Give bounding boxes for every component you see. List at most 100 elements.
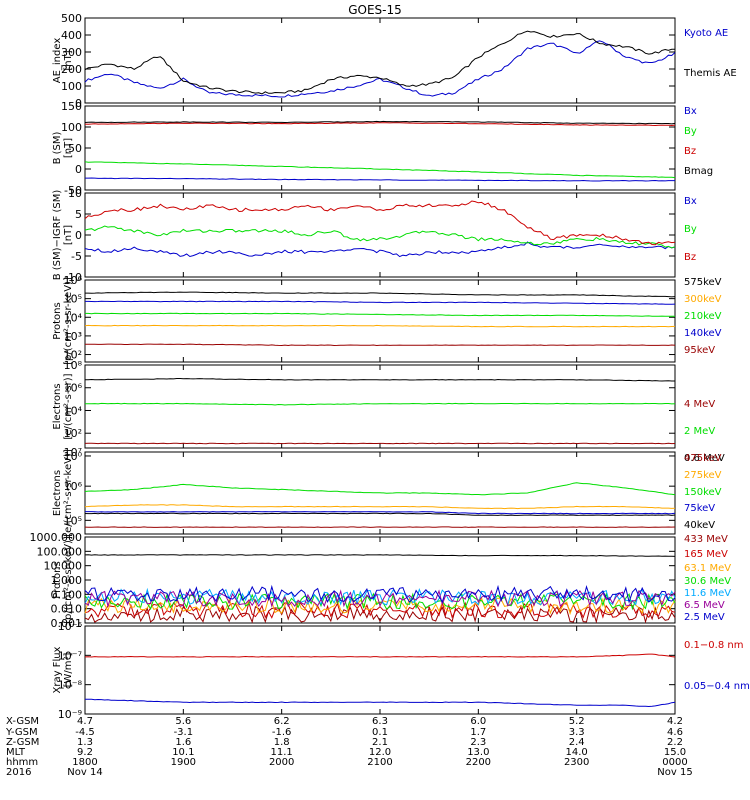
y-tick-label: 150 (61, 100, 82, 113)
y-axis-label: [nT] (63, 50, 74, 70)
series-line (84, 587, 676, 607)
x-axis-cell: 13.0 (467, 747, 489, 758)
y-tick-label: 10⁵ (64, 514, 82, 527)
x-axis-cell: 2100 (367, 757, 392, 768)
x-axis-cell: 1900 (171, 757, 196, 768)
panel-frame (84, 17, 676, 104)
y-tick-label: 10⁻⁹ (58, 708, 82, 721)
series-line (85, 511, 676, 515)
chart-title: GOES-15 (348, 3, 402, 17)
legend-label: Bmag (684, 166, 713, 177)
y-tick-label: 0.100 (51, 588, 83, 601)
x-axis-row-label: Z-GSM (6, 737, 39, 748)
y-tick-label: 50 (68, 142, 82, 155)
series-line (84, 526, 676, 528)
x-axis-cell: 15.0 (664, 747, 686, 758)
y-tick-label: 10⁶ (64, 382, 83, 395)
y-tick-label: 1.000 (51, 574, 83, 587)
y-axis-label: B (SM) (52, 131, 63, 164)
panel-frame (84, 105, 676, 191)
y-tick-label: 100.000 (37, 545, 83, 558)
legend-label: Bz (684, 146, 696, 157)
y-axis-label: [e/(cm²-s-sr-keV)] (63, 449, 74, 537)
series-line (84, 225, 676, 249)
y-tick-label: -50 (64, 184, 82, 197)
legend-label: 4 MeV (684, 399, 715, 410)
y-tick-label: -10 (64, 271, 82, 284)
x-axis-cell: 1.8 (274, 737, 290, 748)
y-axis-label: Protons (52, 561, 63, 598)
legend-label: 575keV (684, 277, 722, 288)
y-tick-label: 10⁶ (64, 480, 83, 493)
series-line (84, 40, 676, 98)
y-tick-label: 10 (68, 187, 82, 200)
series-line (85, 177, 675, 182)
legend-label: 6.5 MeV (684, 600, 725, 611)
legend-label: Bz (684, 252, 696, 263)
series-line (84, 512, 676, 516)
series-line (84, 122, 676, 127)
y-tick-label: 10⁶ (64, 274, 83, 287)
series-line (84, 589, 676, 608)
series-line (84, 241, 676, 258)
legend-label: 0.6 MeV (684, 453, 725, 464)
legend-label: 95keV (684, 345, 715, 356)
y-tick-label: 300 (61, 46, 82, 59)
legend-label: 30.6 MeV (684, 576, 731, 587)
legend-label: 210keV (684, 311, 722, 322)
series-line (84, 343, 676, 347)
y-tick-label: 10² (64, 349, 82, 362)
legend-label: Kyoto AE (684, 28, 728, 39)
y-tick-label: -5 (71, 250, 82, 263)
series-line (84, 30, 675, 95)
x-axis-cell: 2300 (564, 757, 589, 768)
y-axis-label: AE_index (52, 38, 63, 84)
series-line (84, 592, 676, 611)
legend-label: 275keV (684, 470, 722, 481)
y-axis-label: Electrons (52, 470, 63, 516)
y-tick-label: 0.010 (51, 603, 83, 616)
y-tick-label: 10⁻⁷ (58, 649, 82, 662)
series-line (85, 300, 676, 305)
series-line (84, 120, 676, 125)
y-axis-label: B (SM)−IGRF (SM) (52, 190, 63, 281)
series-line (84, 504, 676, 510)
y-tick-label: 0 (75, 229, 82, 242)
x-axis-cell: 0000 (662, 757, 687, 768)
y-tick-label: 200 (61, 63, 82, 76)
series-line (84, 554, 676, 557)
panel-frame (84, 625, 676, 715)
x-axis-cell: 9.2 (77, 747, 93, 758)
y-tick-label: 400 (61, 29, 82, 42)
legend-label: 0.05−0.4 nm (684, 681, 750, 692)
y-tick-label: 10² (64, 427, 82, 440)
y-tick-label: 10⁸ (64, 359, 83, 372)
series-line (84, 378, 675, 382)
series-line (84, 482, 676, 496)
legend-label: 40keV (684, 520, 715, 531)
x-axis-row-label: 2016 (6, 767, 31, 778)
x-axis-cell: Nov 14 (67, 767, 102, 778)
x-axis-cell: 1.6 (175, 737, 191, 748)
panel-1: 500 400 300 200 100 0 AE_index [nT] Kyoto AE Them… (52, 12, 737, 110)
x-axis-cell: 2.1 (372, 737, 388, 748)
x-axis-cell: 6.0 (470, 716, 486, 727)
legend-label: 63.1 MeV (684, 563, 731, 574)
y-tick-label: 500 (61, 12, 82, 25)
x-axis-cell: Nov 15 (657, 767, 692, 778)
legend-label: Themis AE (683, 68, 737, 79)
series-line (84, 200, 676, 246)
x-axis-cell: 10.1 (172, 747, 194, 758)
y-tick-label: 10³ (64, 330, 82, 343)
legend-label: By (684, 224, 697, 235)
legend-label: 75keV (684, 503, 715, 514)
x-axis-cell: 1.3 (77, 737, 93, 748)
legend-label: 140keV (684, 328, 722, 339)
x-axis-cell: 12.0 (369, 747, 391, 758)
y-axis-label: [p/(cm²-s-sr-keV)] (63, 277, 74, 365)
x-axis-cell: 5.2 (569, 716, 585, 727)
